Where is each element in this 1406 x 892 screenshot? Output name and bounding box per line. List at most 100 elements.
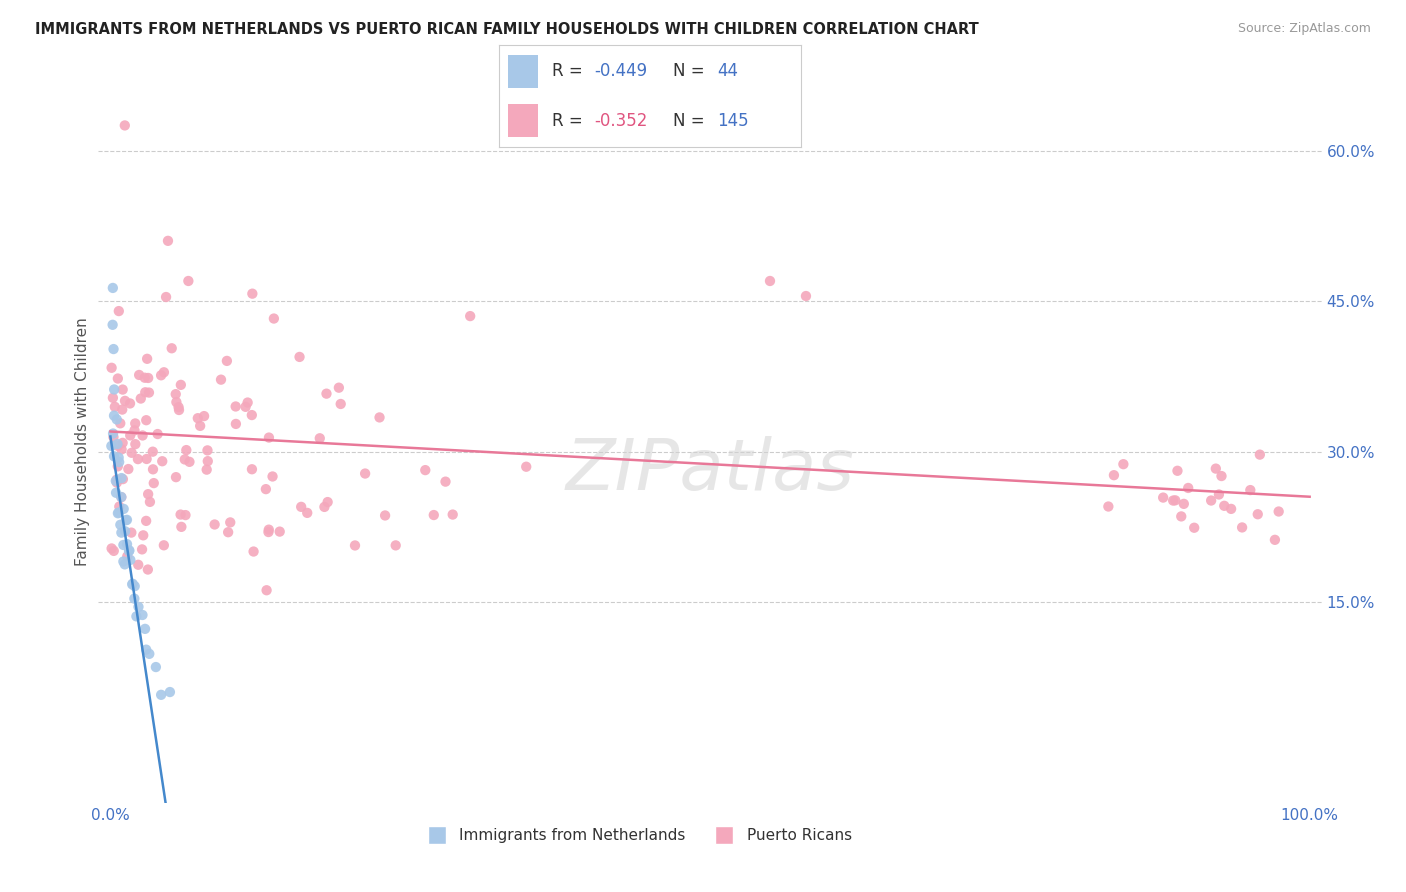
Point: [242, 544, 264, 558]
Point: [118, 544, 141, 558]
Text: N =: N =: [673, 112, 704, 129]
Text: R =: R =: [553, 112, 582, 129]
Point: [110, 525, 132, 540]
Point: [1173, 497, 1195, 511]
Point: [103, 544, 125, 558]
Point: [107, 371, 129, 385]
Point: [136, 371, 159, 385]
Point: [135, 642, 157, 657]
Point: [240, 462, 263, 476]
Point: [115, 513, 138, 527]
Text: 145: 145: [717, 112, 748, 129]
Point: [142, 476, 165, 491]
Point: [1267, 504, 1289, 518]
Point: [165, 470, 187, 484]
Legend: Immigrants from Netherlands, Puerto Ricans: Immigrants from Netherlands, Puerto Rica…: [415, 822, 858, 849]
Point: [458, 309, 481, 323]
Point: [103, 342, 125, 356]
Point: [297, 506, 319, 520]
Point: [110, 517, 132, 532]
Point: [374, 508, 396, 523]
Point: [124, 579, 146, 593]
Point: [107, 439, 129, 453]
Point: [368, 410, 391, 425]
Point: [155, 290, 177, 304]
Point: [187, 411, 209, 425]
Point: [174, 508, 197, 522]
Point: [110, 490, 132, 504]
Bar: [508, 104, 538, 137]
Text: Source: ZipAtlas.com: Source: ZipAtlas.com: [1237, 22, 1371, 36]
Text: ZIPatlas: ZIPatlas: [565, 436, 855, 505]
Point: [308, 431, 330, 445]
Point: [257, 431, 280, 445]
Point: [117, 549, 139, 564]
Text: -0.449: -0.449: [595, 62, 648, 80]
Point: [112, 538, 135, 552]
Point: [316, 495, 339, 509]
Point: [125, 609, 148, 624]
Point: [343, 539, 366, 553]
Point: [110, 490, 132, 504]
Point: [110, 442, 132, 457]
Point: [197, 454, 219, 468]
Text: N =: N =: [673, 62, 704, 80]
Point: [156, 234, 179, 248]
Point: [165, 387, 187, 401]
Point: [104, 474, 127, 488]
Point: [256, 583, 278, 598]
Point: [215, 354, 238, 368]
Point: [290, 500, 312, 514]
Point: [170, 520, 193, 534]
Point: [121, 446, 143, 460]
Point: [100, 439, 122, 453]
Point: [136, 351, 159, 366]
Point: [134, 622, 156, 636]
Point: [107, 506, 129, 520]
Point: [129, 392, 152, 406]
Point: [153, 538, 176, 552]
Text: R =: R =: [553, 62, 582, 80]
Point: [150, 688, 173, 702]
Point: [153, 365, 176, 379]
Point: [173, 452, 195, 467]
Point: [384, 538, 406, 552]
Point: [118, 396, 141, 410]
Point: [288, 350, 311, 364]
Point: [127, 452, 149, 467]
Point: [124, 591, 146, 606]
Point: [120, 525, 142, 540]
Point: [121, 576, 143, 591]
Point: [170, 377, 193, 392]
Y-axis label: Family Households with Children: Family Households with Children: [75, 318, 90, 566]
Point: [124, 417, 146, 431]
Point: [120, 428, 142, 442]
Point: [1213, 499, 1236, 513]
Point: [177, 274, 200, 288]
Point: [1177, 481, 1199, 495]
Point: [315, 386, 337, 401]
Point: [1199, 493, 1222, 508]
Point: [115, 537, 138, 551]
Point: [124, 423, 146, 437]
Point: [136, 487, 159, 501]
Point: [197, 443, 219, 458]
Point: [759, 274, 782, 288]
Point: [262, 469, 284, 483]
Point: [127, 558, 149, 572]
Point: [209, 373, 232, 387]
Point: [105, 485, 128, 500]
Point: [114, 393, 136, 408]
Point: [110, 417, 132, 431]
Point: [139, 495, 162, 509]
Point: [1239, 483, 1261, 497]
Point: [118, 543, 141, 558]
Point: [441, 508, 464, 522]
Point: [134, 385, 156, 400]
Point: [160, 341, 183, 355]
Point: [193, 409, 215, 423]
Point: [131, 428, 153, 442]
Point: [136, 562, 159, 576]
Point: [179, 455, 201, 469]
Point: [1152, 491, 1174, 505]
